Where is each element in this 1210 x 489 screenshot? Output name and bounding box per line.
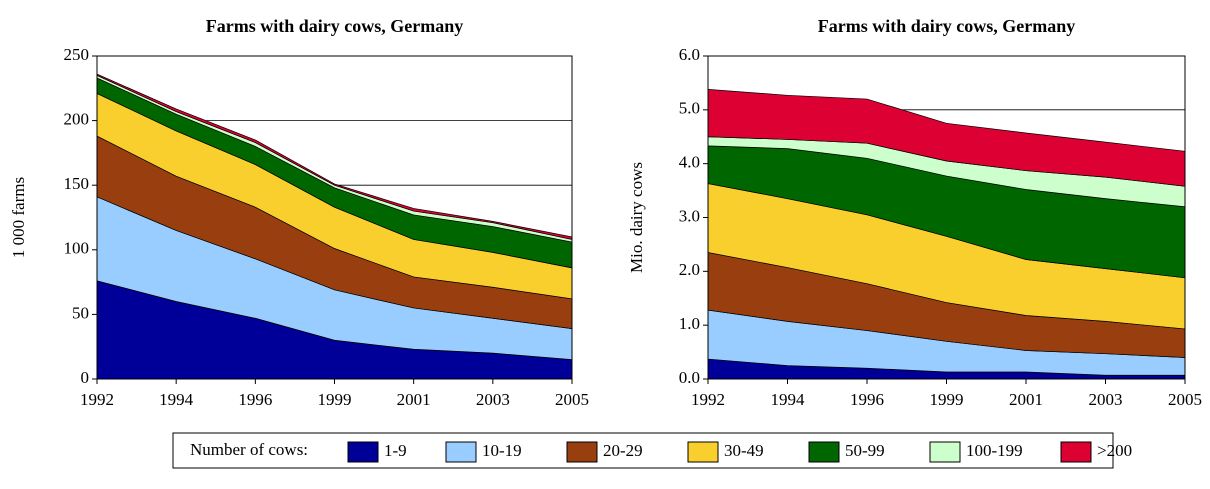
x-tick-label: 2005 — [1168, 390, 1202, 409]
x-tick-label: 1996 — [850, 390, 884, 409]
legend-swatch — [687, 441, 719, 463]
legend-swatch — [808, 441, 840, 463]
x-tick-label: 2003 — [476, 390, 510, 409]
legend-label: 10-19 — [482, 441, 522, 460]
y-tick-label: 2.0 — [679, 260, 700, 279]
y-tick-label: 150 — [64, 174, 90, 193]
y-tick-label: 5.0 — [679, 99, 700, 118]
chart-title: Farms with dairy cows, Germany — [818, 16, 1075, 36]
x-tick-label: 1996 — [238, 390, 272, 409]
y-tick-label: 200 — [64, 110, 90, 129]
y-axis-label: Mio. dairy cows — [627, 162, 646, 273]
legend-swatch — [1060, 441, 1092, 463]
legend-label: 1-9 — [384, 441, 407, 460]
legend-label: 30-49 — [724, 441, 764, 460]
x-tick-label: 2005 — [555, 390, 589, 409]
y-tick-label: 6.0 — [679, 45, 700, 64]
y-axis-label: 1 000 farms — [9, 177, 28, 258]
legend-label: >200 — [1097, 441, 1132, 460]
y-tick-label: 250 — [64, 45, 90, 64]
legend-label: 20-29 — [603, 441, 643, 460]
x-tick-label: 2003 — [1089, 390, 1123, 409]
x-tick-label: 1999 — [930, 390, 964, 409]
legend-swatch — [566, 441, 598, 463]
x-tick-label: 1992 — [80, 390, 114, 409]
y-tick-label: 0 — [81, 368, 90, 387]
legend-title: Number of cows: — [190, 440, 308, 459]
x-tick-label: 1999 — [318, 390, 352, 409]
x-tick-label: 1992 — [691, 390, 725, 409]
x-tick-label: 1994 — [159, 390, 194, 409]
y-tick-label: 3.0 — [679, 206, 700, 225]
y-tick-label: 0.0 — [679, 368, 700, 387]
x-tick-label: 2001 — [397, 390, 431, 409]
legend-swatch — [445, 441, 477, 463]
x-tick-label: 1994 — [771, 390, 806, 409]
legend-label: 100-199 — [966, 441, 1023, 460]
chart-title: Farms with dairy cows, Germany — [206, 16, 463, 36]
legend-swatch — [929, 441, 961, 463]
x-tick-label: 2001 — [1009, 390, 1043, 409]
legend-swatch — [347, 441, 379, 463]
y-tick-label: 1.0 — [679, 314, 700, 333]
y-tick-label: 4.0 — [679, 153, 700, 172]
legend-label: 50-99 — [845, 441, 885, 460]
y-tick-label: 100 — [64, 239, 90, 258]
y-tick-label: 50 — [72, 303, 89, 322]
